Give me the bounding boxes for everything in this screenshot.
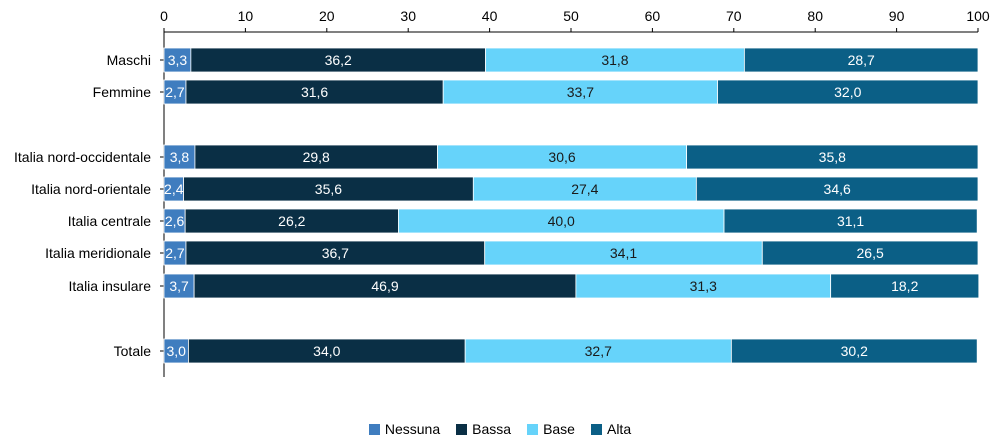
- legend-label: Nessuna: [384, 421, 441, 437]
- bar-segment: [484, 240, 763, 266]
- bar-segment: [686, 144, 979, 170]
- bar-segment: [472, 176, 697, 202]
- bar-segment: [437, 144, 687, 170]
- data-label: 27,4: [571, 181, 598, 197]
- category-label: Italia nord-occidentale: [14, 149, 151, 165]
- data-label: 33,7: [567, 84, 594, 100]
- legend-item: Base: [527, 421, 575, 437]
- bar-segment: [743, 47, 979, 73]
- data-label: 30,2: [841, 343, 868, 359]
- data-label: 2,7: [165, 245, 185, 261]
- category-label: Femmine: [93, 84, 152, 100]
- x-tick-label: 70: [726, 8, 742, 24]
- data-label: 3,3: [168, 52, 188, 68]
- data-label: 35,8: [819, 149, 846, 165]
- data-label: 34,0: [313, 343, 340, 359]
- legend-item: Alta: [590, 421, 632, 437]
- data-label: 36,7: [322, 245, 349, 261]
- legend-label: Bassa: [472, 421, 512, 437]
- category-label: Italia meridionale: [45, 245, 151, 261]
- data-label: 31,1: [837, 213, 864, 229]
- legend-swatch: [527, 423, 539, 435]
- bar-segment: [163, 273, 195, 299]
- x-tick-label: 60: [645, 8, 661, 24]
- category-label: Totale: [114, 343, 152, 359]
- data-label: 2,4: [164, 181, 184, 197]
- data-label: 31,6: [301, 84, 328, 100]
- legend-label: Alta: [606, 421, 632, 437]
- data-label: 35,6: [315, 181, 342, 197]
- data-label: 32,7: [585, 343, 612, 359]
- bar-segment: [717, 79, 979, 105]
- category-label: Italia centrale: [68, 213, 151, 229]
- bar-segment: [163, 144, 196, 170]
- data-label: 28,7: [848, 52, 875, 68]
- data-label: 26,2: [278, 213, 305, 229]
- data-label: 36,2: [325, 52, 352, 68]
- x-tick-label: 50: [563, 8, 579, 24]
- x-tick-label: 30: [400, 8, 416, 24]
- data-label: 18,2: [891, 278, 918, 294]
- bar-segment: [761, 240, 979, 266]
- chart-legend: Nessuna Bassa Base Alta: [0, 418, 1000, 440]
- bar-segment: [185, 240, 486, 266]
- legend-swatch: [590, 423, 602, 435]
- data-label: 2,6: [165, 213, 185, 229]
- bar-segment: [184, 208, 399, 234]
- data-label: 29,8: [303, 149, 330, 165]
- bar-segment: [730, 338, 978, 364]
- chart-plot: 0 10 20 30 40 50 60 70 80 90 100 Maschi 3,3 36,2 31,8 2…: [14, 8, 990, 377]
- bar-segment: [830, 273, 980, 299]
- data-label: 3,8: [170, 149, 190, 165]
- legend-swatch: [368, 423, 380, 435]
- bar-segment: [485, 47, 745, 73]
- bar-segment: [695, 176, 979, 202]
- data-label: 46,9: [371, 278, 398, 294]
- data-label: 31,3: [690, 278, 717, 294]
- data-label: 2,7: [165, 84, 185, 100]
- data-label: 31,8: [601, 52, 628, 68]
- bar-segment: [183, 176, 474, 202]
- category-label: Italia insulare: [69, 278, 152, 294]
- legend-swatch: [456, 423, 468, 435]
- data-label: 3,7: [169, 278, 189, 294]
- bar-segment: [442, 79, 718, 105]
- data-label: 32,0: [834, 84, 861, 100]
- bar-segment: [723, 208, 978, 234]
- bar-segment: [194, 144, 438, 170]
- bar-segment: [575, 273, 832, 299]
- bar-segment: [188, 338, 466, 364]
- x-tick-label: 80: [807, 8, 823, 24]
- category-label: Maschi: [107, 52, 151, 68]
- data-label: 40,0: [548, 213, 575, 229]
- data-label: 26,5: [857, 245, 884, 261]
- x-tick-label: 10: [238, 8, 254, 24]
- x-tick-label: 90: [889, 8, 905, 24]
- category-label: Italia nord-orientale: [31, 181, 151, 197]
- x-tick-label: 0: [160, 8, 168, 24]
- data-label: 34,6: [824, 181, 851, 197]
- x-tick-label: 40: [482, 8, 498, 24]
- data-label: 30,6: [548, 149, 575, 165]
- legend-item: Bassa: [456, 421, 511, 437]
- legend-item: Nessuna: [368, 421, 441, 437]
- data-label: 3,0: [166, 343, 186, 359]
- data-label: 34,1: [610, 245, 637, 261]
- bar-segment: [464, 338, 732, 364]
- bar-segment: [193, 273, 577, 299]
- x-tick-label: 100: [966, 8, 990, 24]
- x-tick-label: 20: [319, 8, 335, 24]
- legend-label: Base: [543, 421, 575, 437]
